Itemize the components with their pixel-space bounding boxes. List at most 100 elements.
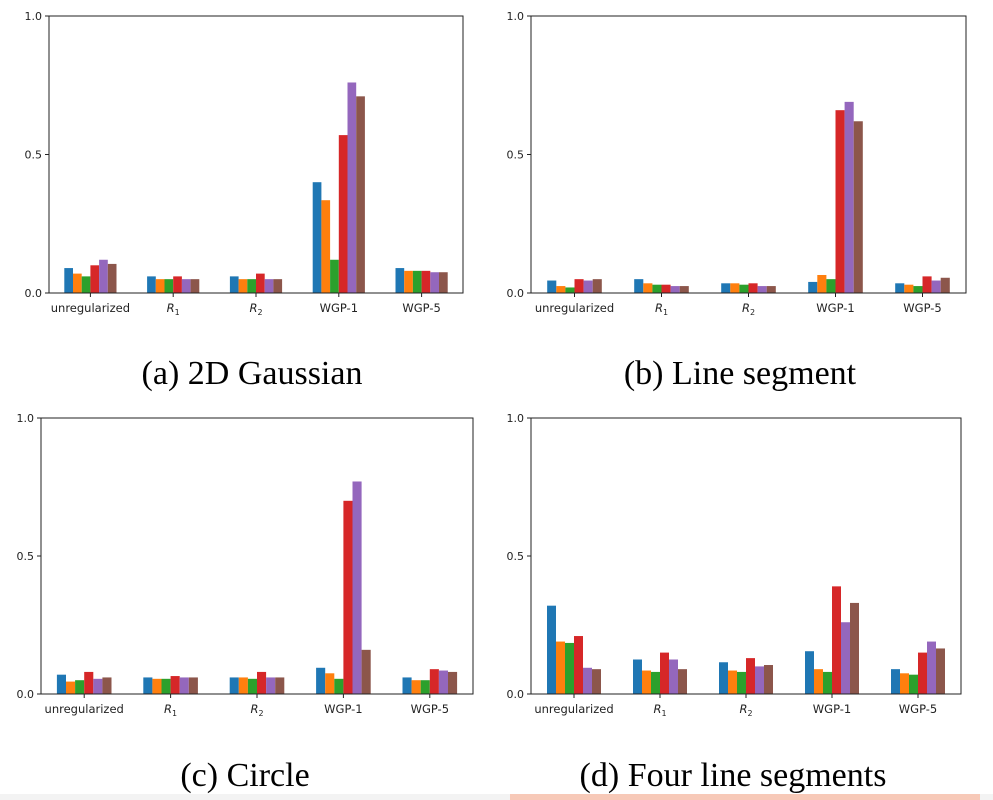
category-label: R1 [655,301,668,317]
bar-3-4-4 [927,641,936,694]
bar-0-3-4 [347,82,357,293]
bar-3-3-5 [850,602,859,694]
bar-1-0-3 [574,279,584,293]
category-label: R2 [742,301,755,317]
category-label: WGP-5 [411,702,449,716]
bar-1-0-5 [592,279,602,293]
bar-2-4-1 [411,680,421,694]
bar-1-2-4 [757,286,767,293]
bar-3-3-3 [832,586,841,694]
bar-3-4-3 [918,652,927,694]
bar-1-4-3 [922,276,932,293]
bar-3-2-2 [737,671,746,694]
bar-1-3-4 [844,101,854,294]
bar-1-4-5 [940,277,950,293]
bar-2-4-5 [448,671,458,694]
bar-0-4-5 [439,272,448,293]
bar-2-1-1 [152,678,162,694]
bar-3-2-5 [764,665,773,694]
y-tick-label: 0.5 [507,149,525,162]
bar-2-2-2 [247,678,257,694]
bar-1-4-0 [895,283,905,293]
bar-1-3-0 [808,281,818,293]
category-label: R1 [164,702,177,718]
y-tick-label: 1.0 [17,412,35,425]
bar-2-4-2 [420,680,430,694]
bar-1-1-2 [652,284,662,293]
bar-3-3-1 [814,669,823,694]
bar-2-2-5 [275,677,285,694]
y-tick-label: 0.0 [507,287,525,300]
bar-0-0-2 [81,276,91,293]
bar-1-2-5 [766,286,776,293]
bar-3-2-0 [719,662,728,694]
bar-1-3-3 [835,110,845,294]
category-label: R1 [653,702,666,718]
bar-0-2-3 [256,273,265,293]
bar-3-0-2 [565,642,574,694]
bar-3-4-5 [936,648,945,694]
category-label: R2 [250,702,263,718]
y-tick-label: 0.5 [507,550,525,563]
bar-1-1-5 [679,286,689,293]
bar-3-1-5 [678,669,687,694]
bar-3-1-4 [669,659,678,694]
bar-3-0-0 [547,605,556,694]
panel-2: unregularized R1 R2 WGP-1 WGP-5 0.0 0.5 1.0 (c) … [17,412,474,794]
bar-3-4-1 [900,673,909,694]
bar-2-1-0 [143,677,153,694]
y-tick-label: 0.5 [17,550,35,563]
bar-3-0-3 [574,636,583,694]
bar-1-0-0 [547,280,557,293]
bar-2-4-0 [402,677,412,694]
bar-3-4-2 [909,674,918,694]
bar-1-3-5 [853,121,863,293]
y-tick-label: 1.0 [25,10,43,23]
bar-2-3-2 [334,678,344,694]
bar-2-4-4 [438,670,448,694]
category-label: WGP-1 [816,301,854,315]
bar-3-2-1 [728,670,737,694]
category-label: unregularized [51,301,130,315]
bar-3-0-4 [583,667,592,694]
category-label: WGP-1 [324,702,362,716]
bar-1-1-3 [661,284,671,293]
bar-0-2-1 [238,279,248,293]
bar-1-3-1 [817,274,827,293]
bar-0-1-4 [181,279,191,293]
y-tick-label: 0.0 [25,287,43,300]
bar-0-4-1 [404,270,413,293]
bar-2-2-0 [229,677,239,694]
bar-1-2-1 [730,283,740,293]
bar-0-1-3 [173,276,182,293]
panel-caption: (c) Circle [180,757,309,794]
bar-1-1-4 [670,286,680,293]
panel-caption: (d) Four line segments [580,757,887,794]
bar-0-0-1 [73,273,82,293]
axes-frame [40,417,474,695]
bar-3-1-0 [633,659,642,694]
bar-0-2-0 [229,276,239,293]
bar-0-0-5 [107,263,117,293]
panel-caption: (b) Line segment [624,355,857,392]
panel-3: unregularized R1 R2 WGP-1 WGP-5 0.0 0.5 1.0 (d) … [507,412,962,794]
bar-1-4-2 [913,286,923,293]
bar-3-0-5 [592,669,601,694]
bar-0-0-0 [64,268,73,293]
bar-0-3-1 [321,200,331,293]
bar-1-2-0 [721,283,731,293]
bar-2-0-0 [56,674,66,694]
bar-3-1-3 [660,652,669,694]
category-label: WGP-5 [899,702,937,716]
bar-1-1-0 [634,279,644,293]
bar-2-1-5 [188,677,198,694]
bar-3-3-2 [823,671,832,694]
bar-0-0-3 [90,265,100,293]
y-tick-label: 1.0 [507,10,525,23]
y-tick-label: 0.0 [507,688,525,701]
bar-3-4-0 [891,669,900,694]
category-label: unregularized [45,702,124,716]
bar-0-1-1 [155,279,165,293]
bar-1-0-1 [556,286,566,293]
bar-0-4-2 [412,270,422,293]
